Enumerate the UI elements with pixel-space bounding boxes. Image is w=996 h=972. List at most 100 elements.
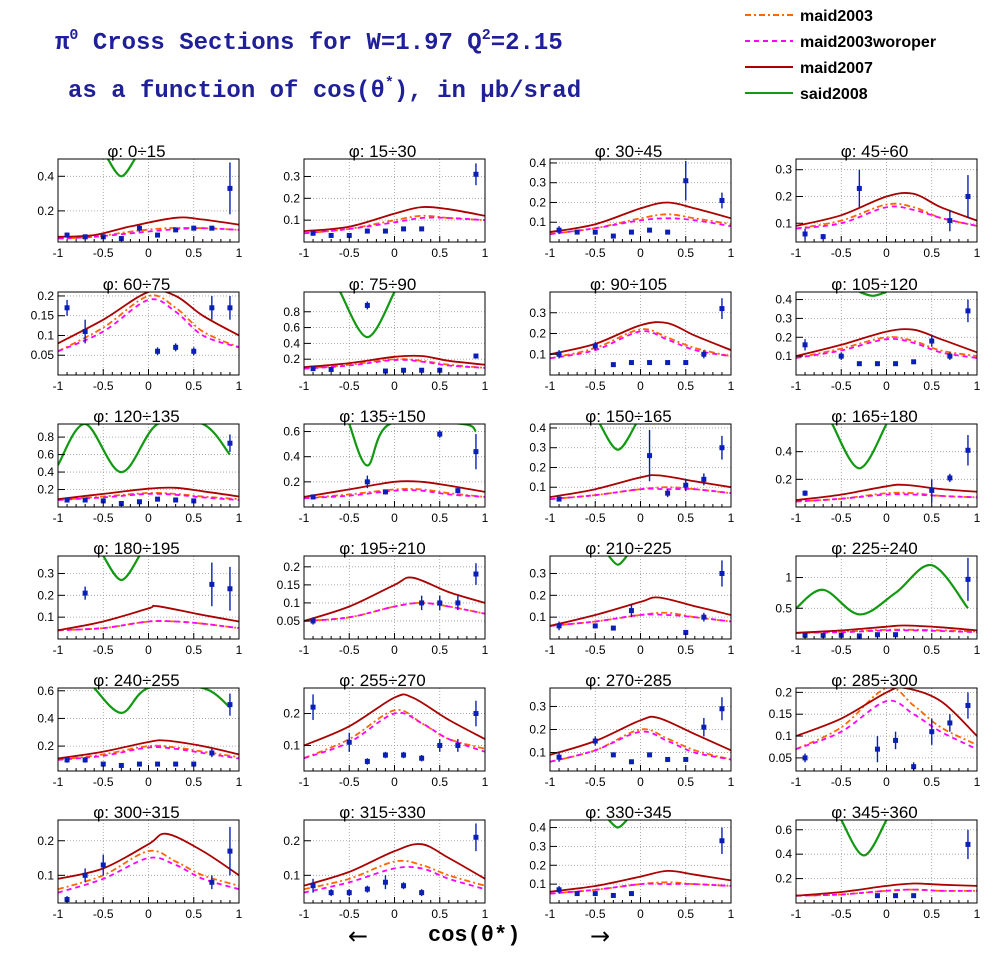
y-tick-label: 0.05 — [769, 751, 793, 765]
curves — [550, 556, 731, 627]
x-tick-label: 0 — [883, 511, 890, 525]
data-point — [911, 764, 917, 770]
curve-maid2003woroper — [550, 730, 731, 763]
data-point — [82, 872, 88, 878]
curve-said2008 — [598, 424, 637, 451]
data-point — [947, 720, 953, 726]
y-tick-label: 0.2 — [37, 588, 54, 602]
curve-maid2007 — [58, 292, 239, 345]
data-points — [802, 692, 971, 771]
y-tick-label: 0.2 — [283, 834, 300, 848]
panel-24: -1 -0.5 0 0.5 1 0.2 0.4 0.6 φ: 345÷360 — [775, 803, 980, 921]
data-point — [628, 360, 634, 366]
data-point — [965, 841, 971, 847]
y-tick-label: 0.2 — [775, 872, 792, 886]
x-tick-label: -0.5 — [93, 907, 114, 921]
data-point — [82, 234, 88, 240]
y-tick-label: 0.1 — [775, 349, 792, 363]
panel-title: φ: 30÷45 — [595, 142, 663, 161]
curves — [304, 424, 485, 500]
curve-said2008 — [102, 556, 141, 582]
panel-6: -1 -0.5 0 0.5 1 0.2 0.40.6 0.8 φ: 75÷90 — [283, 275, 488, 393]
y-tick-label: 0.2 — [775, 685, 792, 699]
data-point — [874, 361, 880, 367]
panel-title: φ: 120÷135 — [93, 407, 180, 426]
curve-maid2003woroper — [550, 882, 731, 895]
curves — [58, 832, 239, 894]
y-tick-label: 0.4 — [283, 450, 300, 464]
data-point — [401, 367, 407, 373]
x-tick-label: -1 — [53, 907, 64, 921]
data-point — [155, 761, 161, 767]
x-tick-label: 0.5 — [185, 907, 202, 921]
y-tick-label: 0.4 — [529, 421, 546, 435]
data-point — [191, 761, 197, 767]
curve-maid2003 — [304, 601, 485, 622]
data-point — [382, 752, 388, 758]
curve-maid2007 — [796, 688, 977, 737]
panel-22: -1 -0.5 0 0.5 1 0.1 0.2 φ: 315÷330 — [283, 803, 488, 921]
x-tick-label: 1 — [728, 246, 735, 260]
data-point — [701, 724, 707, 730]
panel-title: φ: 45÷60 — [841, 142, 909, 161]
data-point — [419, 890, 425, 896]
panel-18: -1 -0.5 0 0.5 1 0.1 0.2 φ: 255÷270 — [283, 671, 488, 789]
data-points — [310, 430, 479, 500]
y-tick-label: 0.2 — [283, 475, 300, 489]
y-tick-label: 0.3 — [775, 163, 792, 177]
curve-maid2007 — [796, 882, 977, 897]
data-point — [455, 488, 461, 494]
panel-title: φ: 180÷195 — [93, 539, 180, 558]
panel-title: φ: 300÷315 — [93, 803, 180, 822]
y-tick-label: 0.8 — [37, 430, 54, 444]
data-point — [701, 476, 707, 482]
figure-title: π0 Cross Sections for W=1.97 Q2=2.15 as … — [55, 27, 581, 105]
y-tick-label: 0.1 — [37, 868, 54, 882]
x-tick-label: 0 — [145, 379, 152, 393]
x-tick-label: 0 — [637, 907, 644, 921]
curve-maid2007 — [58, 739, 239, 760]
x-tick-label: 1 — [728, 379, 735, 393]
data-point — [100, 498, 106, 504]
data-point — [82, 329, 88, 335]
data-point — [136, 761, 142, 767]
data-point — [473, 571, 479, 577]
data-points — [802, 169, 971, 240]
x-tick-label: 0.5 — [431, 643, 448, 657]
panel-3: -1 -0.5 0 0.5 1 0.1 0.2 0.3 0.4 φ: 30÷45 — [529, 142, 734, 260]
data-point — [64, 757, 70, 763]
curve-said2008 — [796, 564, 969, 616]
curves — [304, 843, 485, 894]
data-point — [592, 229, 598, 235]
x-tick-label: -1 — [299, 775, 310, 789]
data-point — [856, 633, 862, 639]
x-tick-label: 0.5 — [677, 511, 694, 525]
data-point — [473, 711, 479, 717]
x-tick-label: 0 — [391, 246, 398, 260]
curve-maid2003 — [58, 226, 239, 240]
x-tick-label: 1 — [728, 907, 735, 921]
x-tick-label: 0.5 — [431, 775, 448, 789]
data-points — [82, 562, 233, 611]
x-tick-label: -0.5 — [339, 775, 360, 789]
data-point — [191, 498, 197, 504]
data-point — [173, 761, 179, 767]
y-tick-label: 0.1 — [37, 328, 54, 342]
x-tick-label: 0.5 — [677, 643, 694, 657]
data-points — [556, 697, 725, 765]
y-tick-label: 0.05 — [277, 614, 301, 628]
curve-said2008 — [859, 292, 887, 297]
x-tick-label: 1 — [974, 643, 981, 657]
curve-maid2007 — [796, 328, 977, 357]
x-tick-label: -0.5 — [831, 379, 852, 393]
data-point — [310, 230, 316, 236]
data-point — [100, 862, 106, 868]
curve-maid2003woroper — [304, 489, 485, 500]
data-point — [155, 496, 161, 502]
data-point — [401, 883, 407, 889]
data-point — [227, 305, 233, 311]
x-tick-label: 1 — [236, 246, 243, 260]
x-tick-label: 0 — [145, 775, 152, 789]
curve-maid2007 — [550, 201, 731, 233]
x-tick-label: -0.5 — [339, 511, 360, 525]
